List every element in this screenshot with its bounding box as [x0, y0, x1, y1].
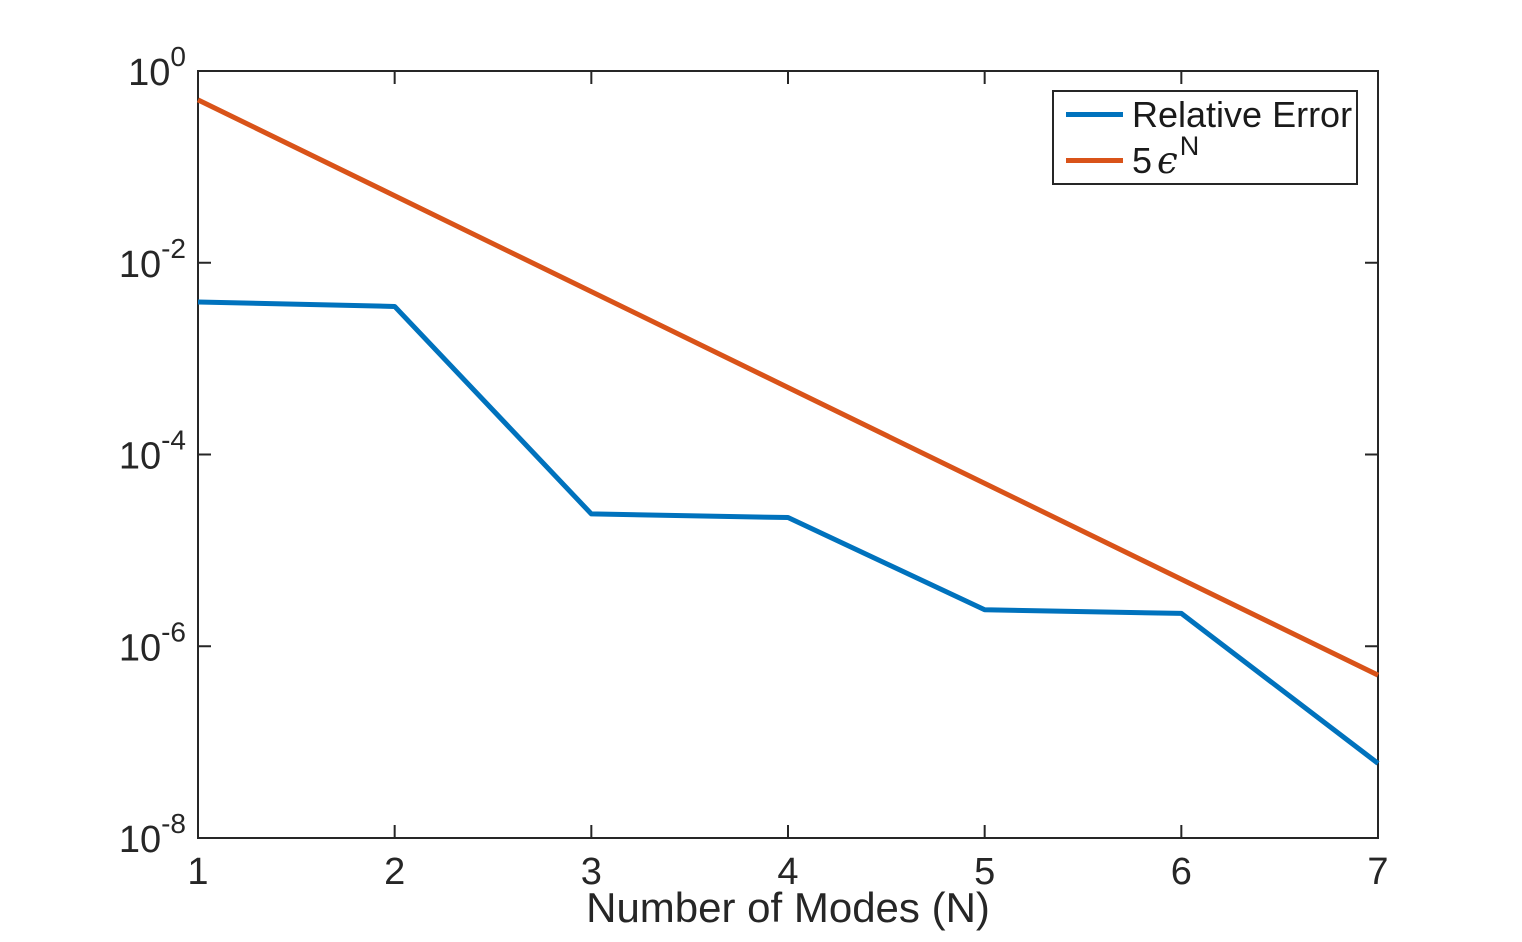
y-tick-label--8: 10-8 — [119, 808, 186, 861]
x-tick-label-7: 7 — [1367, 851, 1388, 893]
series-layer — [196, 97, 1380, 766]
y-tick-label--4: 10-4 — [119, 425, 186, 478]
x-tick-label-4: 4 — [777, 851, 798, 893]
legend-line-sample-blue — [1066, 112, 1123, 118]
exponent-n: N — [1179, 130, 1200, 161]
legend-label-coefficient: 5 — [1132, 139, 1153, 181]
series-line-relative-error — [197, 299, 1380, 766]
legend: Relative Error 5 ϵN — [1052, 90, 1358, 185]
legend-line-sample-orange — [1066, 157, 1123, 163]
axes-layer — [197, 70, 1379, 839]
x-tick-label-3: 3 — [581, 851, 602, 893]
legend-entry-relative-error: Relative Error — [1054, 92, 1356, 138]
x-axis-label: Number of Modes (N) — [586, 884, 990, 931]
x-tick-label-2: 2 — [384, 851, 405, 893]
legend-label-relative-error: Relative Error — [1132, 93, 1353, 135]
series-line-5-eps-n — [196, 97, 1380, 678]
x-tick-label-1: 1 — [187, 851, 208, 893]
y-tick-label--6: 10-6 — [119, 616, 186, 669]
legend-entry-5-eps-n: 5 ϵN — [1054, 132, 1356, 184]
legend-label-5-eps-n: 5 ϵN — [1132, 132, 1199, 182]
x-tick-label-5: 5 — [974, 851, 995, 893]
epsilon-symbol: ϵ — [1157, 138, 1178, 182]
y-tick-label--2: 10-2 — [119, 233, 186, 286]
tick-label-layer: 1 2 3 4 5 6 7 100 10-2 10-4 10-6 10-8 — [119, 41, 1389, 893]
x-tick-label-6: 6 — [1171, 851, 1192, 893]
y-tick-label-0: 100 — [128, 41, 186, 94]
